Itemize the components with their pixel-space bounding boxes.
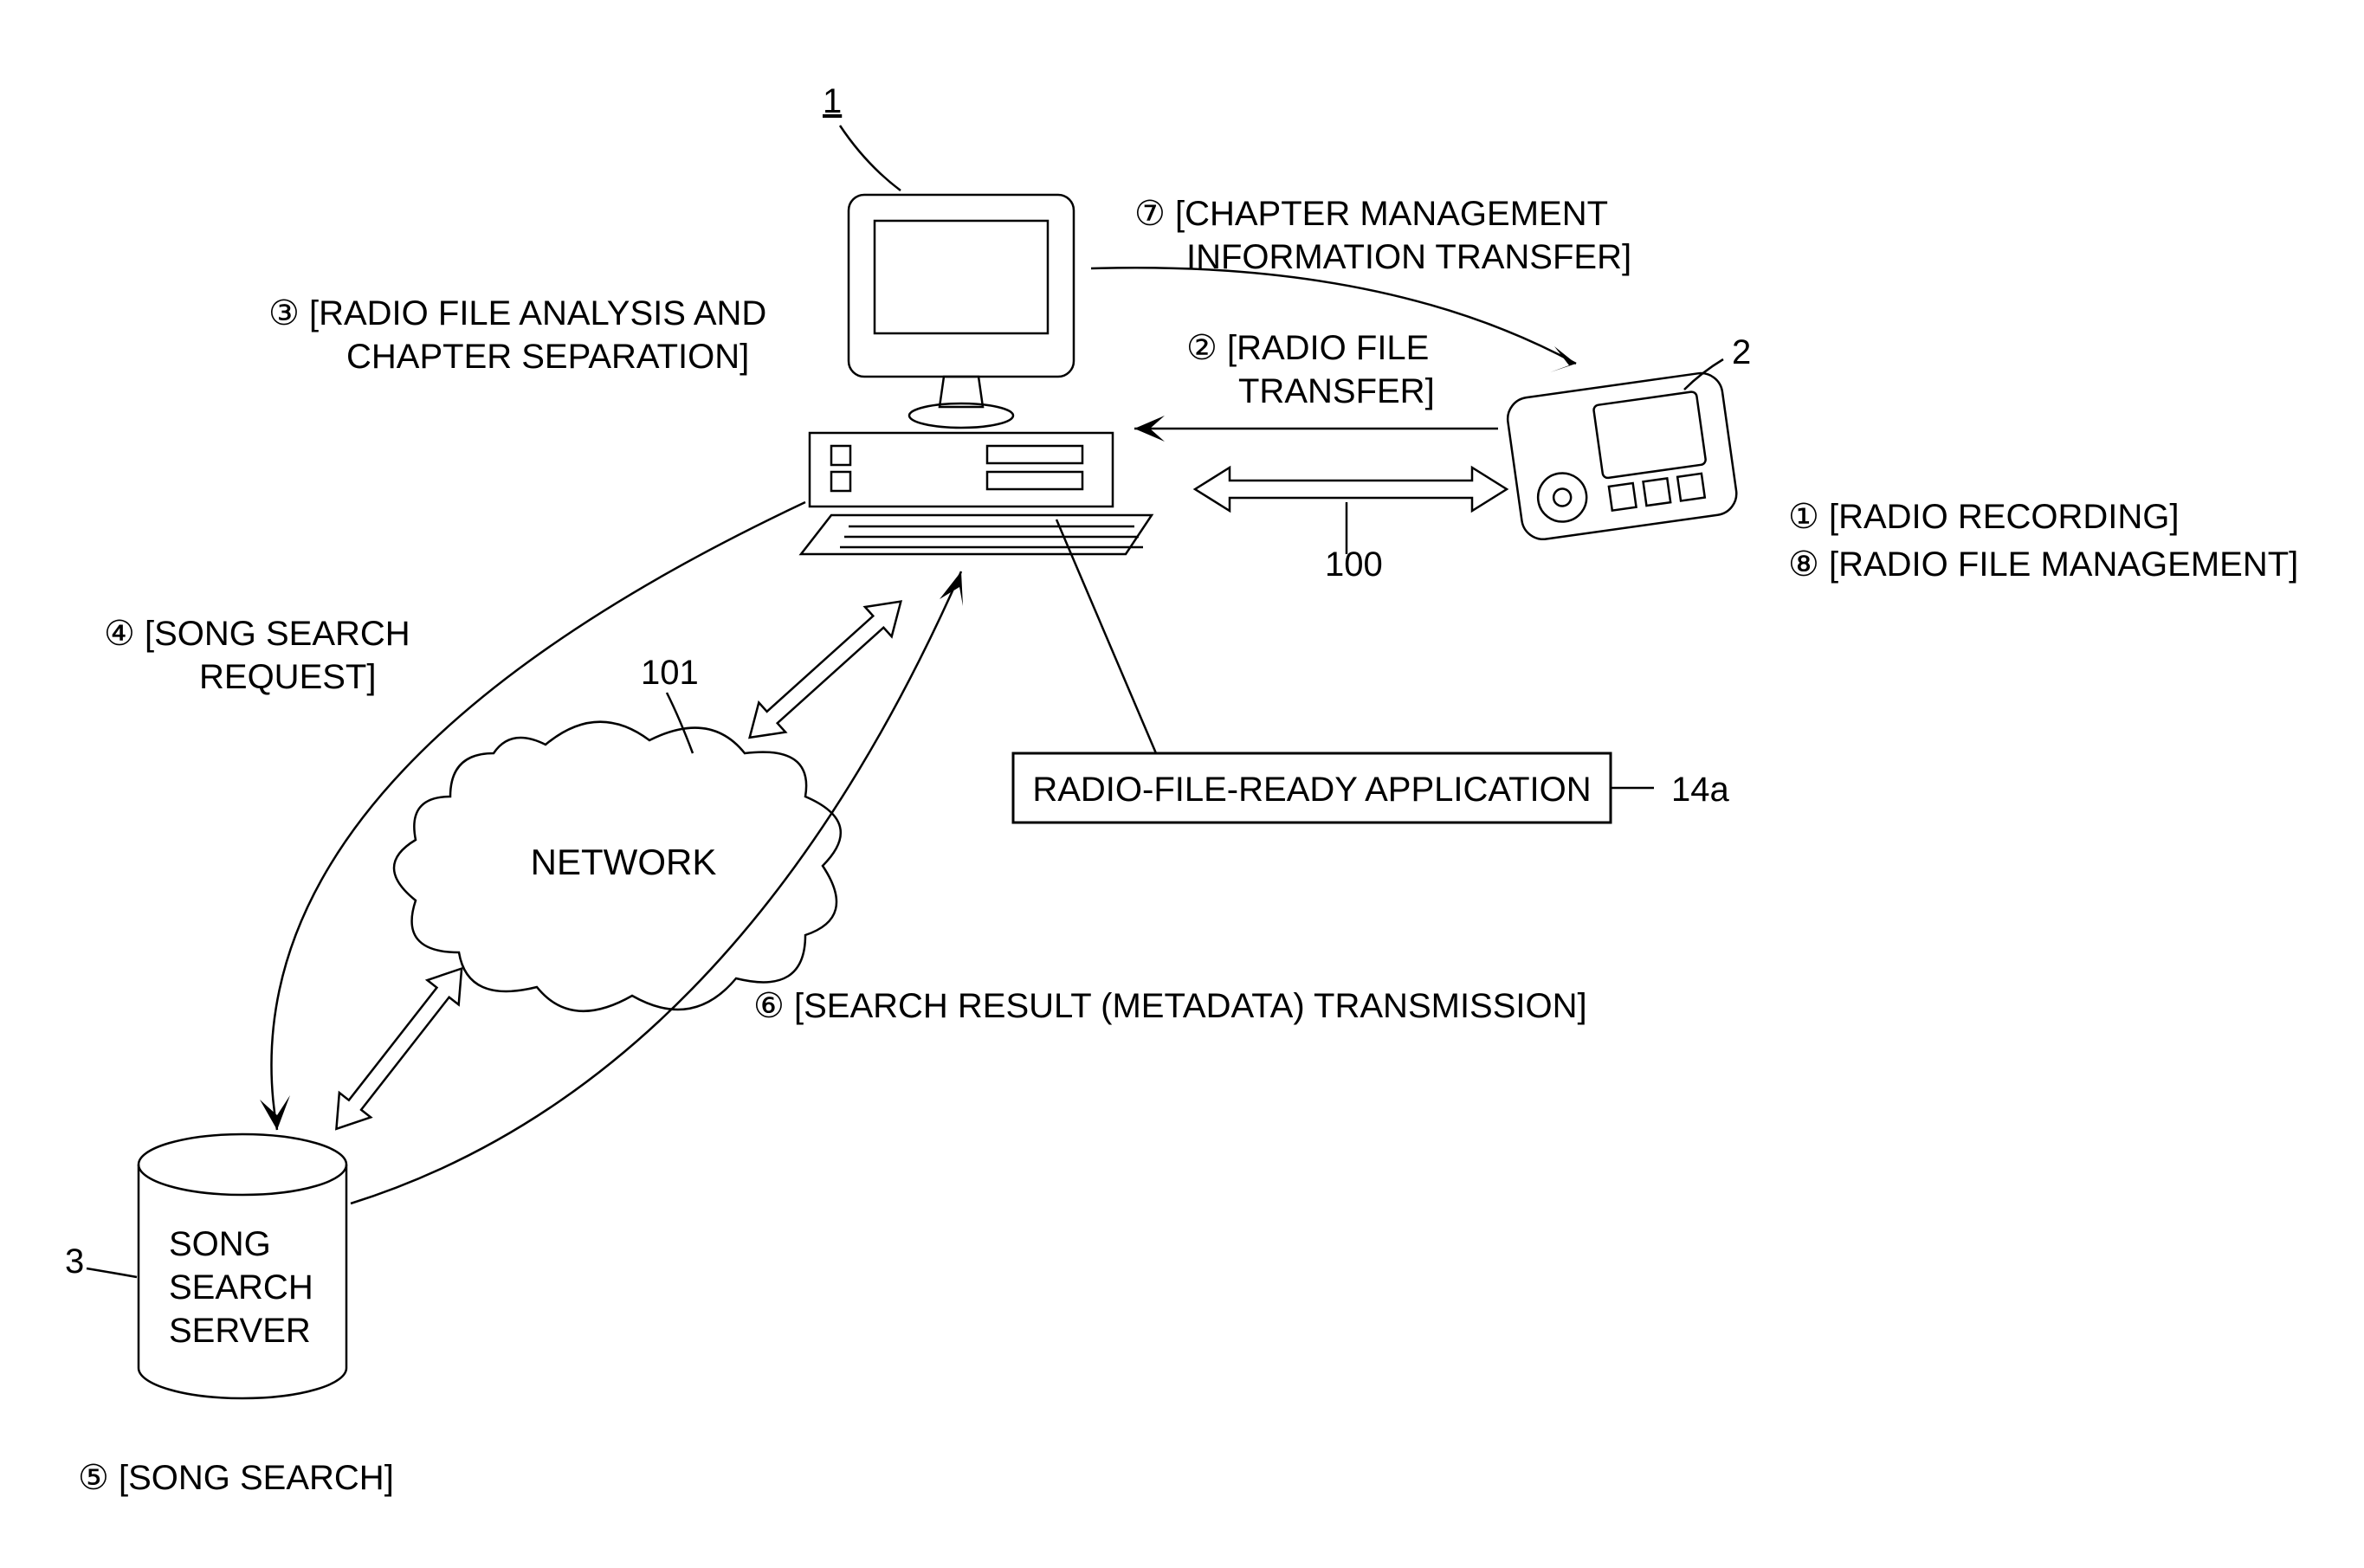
step6: ⑥ [SEARCH RESULT (METADATA) TRANSMISSION…: [753, 987, 1587, 1025]
ref-app: 14a: [1671, 771, 1729, 809]
diagram-canvas: 1 2 NETWORK 101 SONG SEARCH SERVER 3 RAD…: [0, 0, 2364, 1568]
network-label: NETWORK: [531, 842, 717, 882]
arrow-step4: [271, 502, 805, 1130]
step3-line1: ③ [RADIO FILE ANALYSIS AND: [268, 294, 766, 332]
server-label-2: SEARCH: [169, 1268, 313, 1307]
link-network-server: [320, 956, 477, 1141]
step4-line2: REQUEST]: [199, 658, 376, 696]
ref-server: 3: [65, 1242, 84, 1281]
step1: ① [RADIO RECORDING]: [1788, 498, 2179, 536]
step7-line1: ⑦ [CHAPTER MANAGEMENT: [1134, 195, 1608, 233]
computer-icon: [801, 195, 1152, 554]
ref-device: 2: [1732, 333, 1751, 371]
ref-network: 101: [641, 654, 699, 692]
server-label-3: SERVER: [169, 1312, 311, 1350]
step2-line1: ② [RADIO FILE: [1186, 329, 1429, 367]
step2-line2: TRANSFER]: [1238, 372, 1435, 410]
app-label: RADIO-FILE-READY APPLICATION: [1032, 771, 1591, 809]
ref-link: 100: [1325, 545, 1383, 584]
ref-computer: 1: [823, 82, 842, 120]
server-cylinder: SONG SEARCH SERVER: [139, 1134, 346, 1398]
step7-line2: INFORMATION TRANSFER]: [1186, 238, 1631, 276]
step3-line2: CHAPTER SEPARATION]: [346, 338, 749, 376]
step8: ⑧ [RADIO FILE MANAGEMENT]: [1788, 545, 2298, 584]
server-label-1: SONG: [169, 1225, 271, 1263]
link-computer-device: [1195, 468, 1507, 511]
step5: ⑤ [SONG SEARCH]: [78, 1459, 394, 1497]
link-computer-network: [736, 587, 914, 752]
step4-line1: ④ [SONG SEARCH: [104, 615, 410, 653]
portable-device-icon: [1505, 371, 1740, 542]
